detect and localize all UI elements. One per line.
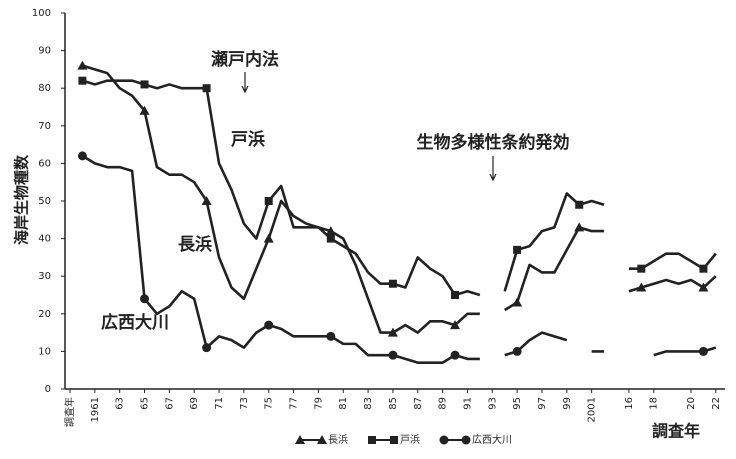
point-marker <box>202 84 211 93</box>
y-tick-label: 100 <box>32 8 51 19</box>
point-marker <box>140 294 150 304</box>
annotation: 生物多様性条約発効 <box>417 132 570 153</box>
x-tick-label: 71 <box>214 397 225 410</box>
point-marker <box>78 76 87 85</box>
legend-label: 長浜 <box>328 434 348 446</box>
series-label: 長浜 <box>178 235 212 255</box>
point-marker <box>140 80 149 89</box>
x-tick-label: 93 <box>487 397 498 410</box>
point-marker <box>263 233 274 243</box>
x-tick-label: 89 <box>438 397 449 410</box>
point-marker <box>388 350 398 360</box>
y-tick-label: 10 <box>38 346 51 357</box>
point-marker <box>512 297 523 307</box>
x-tick-label: 18 <box>649 397 660 410</box>
point-marker <box>513 245 522 254</box>
legend-marker <box>439 435 449 445</box>
x-tick-label: 67 <box>164 397 175 410</box>
x-tick-label: 2001 <box>587 397 598 422</box>
x-tick-label: 20 <box>686 397 697 410</box>
point-marker <box>77 60 88 70</box>
y-tick-label: 60 <box>38 158 51 169</box>
point-marker <box>699 264 708 273</box>
point-marker <box>202 343 212 353</box>
point-marker <box>698 282 709 292</box>
point-marker <box>264 320 274 330</box>
y-tick-label: 40 <box>38 234 51 245</box>
y-tick-label: 30 <box>38 271 51 282</box>
point-marker <box>387 327 398 337</box>
series-line <box>81 154 717 364</box>
annotation-arrowhead <box>241 85 249 94</box>
x-tick-label: 77 <box>289 397 300 410</box>
x-tick-label: 83 <box>363 397 374 410</box>
legend-label: 戸浜 <box>400 434 420 446</box>
point-marker <box>326 331 336 341</box>
point-marker <box>450 320 461 330</box>
x-tick-label: 81 <box>338 397 349 410</box>
point-marker <box>77 151 87 161</box>
point-marker <box>326 234 335 243</box>
y-tick-label: 90 <box>38 46 51 57</box>
point-marker <box>325 226 336 236</box>
x-tick-label: 16 <box>624 397 635 410</box>
x-tick-label: 22 <box>711 397 722 410</box>
x-tick-label: 95 <box>512 397 523 410</box>
y-tick-label: 50 <box>38 196 51 207</box>
x-tick-label: 91 <box>462 397 473 410</box>
x-tick-label: 調査年 <box>63 397 76 427</box>
y-axis-title: 海岸生物種数 <box>13 154 31 245</box>
point-marker <box>574 222 585 232</box>
x-tick-label: 85 <box>388 397 399 410</box>
legend-marker <box>390 436 398 444</box>
legend-marker <box>317 435 327 444</box>
x-axis-title: 調査年 <box>652 422 700 441</box>
x-tick-label: 1961 <box>90 397 101 422</box>
legend-label: 広西大川 <box>472 433 512 446</box>
y-tick-label: 0 <box>45 384 51 395</box>
y-tick-label: 20 <box>38 309 51 320</box>
y-tick-label: 80 <box>38 83 51 94</box>
point-marker <box>201 196 212 205</box>
annotation-arrowhead <box>489 173 497 182</box>
point-marker <box>451 291 460 299</box>
annotation: 瀬戸内法 <box>211 49 279 70</box>
y-tick-label: 70 <box>38 121 51 132</box>
x-tick-label: 65 <box>140 397 151 410</box>
x-tick-label: 63 <box>115 397 126 410</box>
x-tick-label: 99 <box>562 397 573 410</box>
series-label: 広西大川 <box>101 312 169 333</box>
x-tick-label: 69 <box>189 397 200 410</box>
point-marker <box>698 346 708 356</box>
point-marker <box>139 105 150 115</box>
legend-marker <box>461 435 471 445</box>
legend-marker <box>368 436 376 444</box>
point-marker <box>388 279 397 288</box>
point-marker <box>512 346 522 356</box>
x-tick-label: 75 <box>264 397 275 410</box>
legend-marker <box>295 435 305 444</box>
point-marker <box>450 350 460 360</box>
point-marker <box>575 200 584 209</box>
x-tick-label: 87 <box>413 397 424 410</box>
series-label: 戸浜 <box>231 130 265 150</box>
x-tick-label: 79 <box>313 397 324 410</box>
x-tick-label: 97 <box>537 397 548 410</box>
point-marker <box>636 282 647 292</box>
x-tick-label: 73 <box>239 397 250 410</box>
point-marker <box>264 197 273 205</box>
point-marker <box>637 264 646 273</box>
